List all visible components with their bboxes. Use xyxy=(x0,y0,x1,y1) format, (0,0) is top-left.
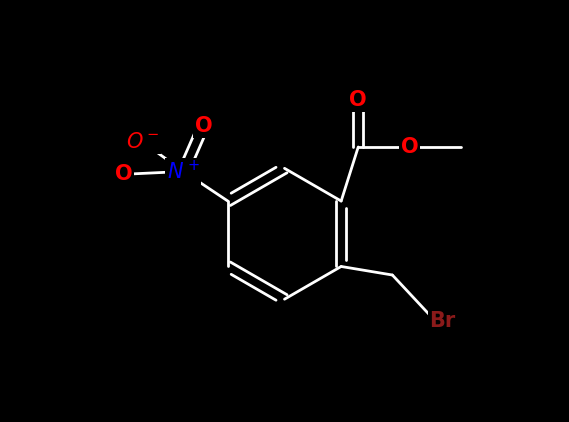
Text: O: O xyxy=(195,116,212,136)
Text: O: O xyxy=(401,137,418,157)
Text: O: O xyxy=(115,164,133,184)
Text: O: O xyxy=(349,90,367,110)
Text: $O^-$: $O^-$ xyxy=(126,132,159,152)
Text: $N^+$: $N^+$ xyxy=(167,160,200,183)
Text: Br: Br xyxy=(430,311,456,330)
